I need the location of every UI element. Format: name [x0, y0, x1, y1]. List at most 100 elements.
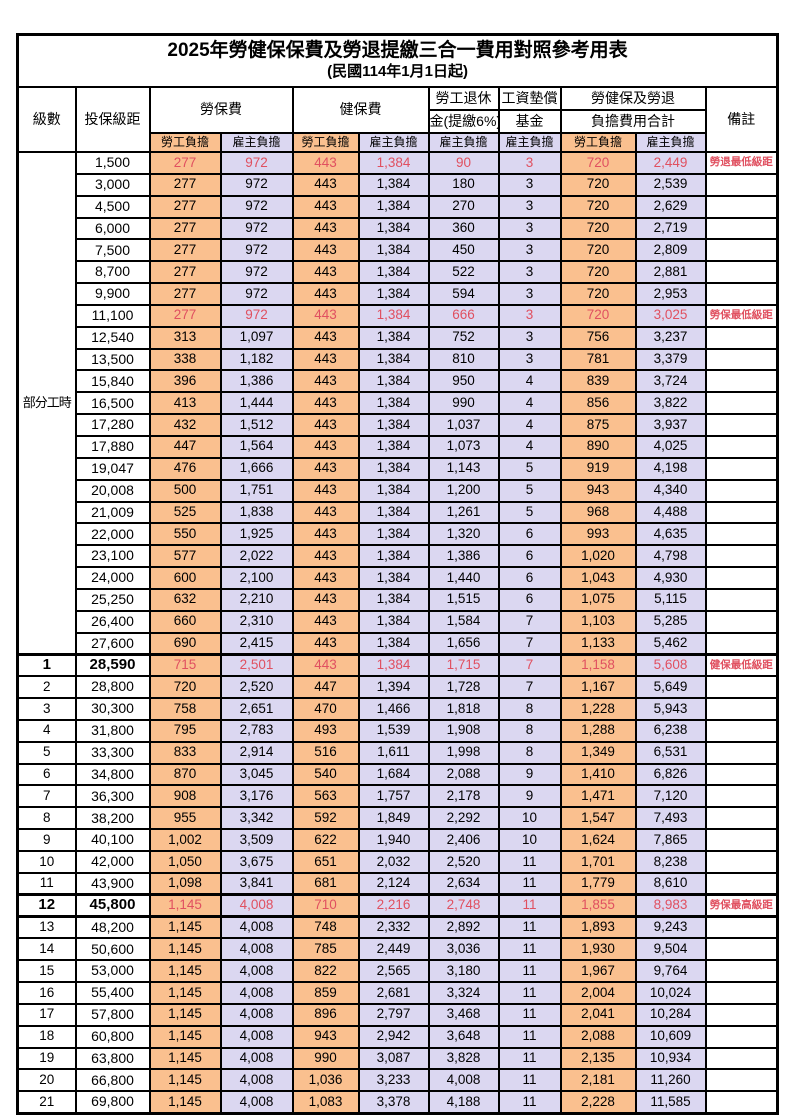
cell-total-employee: 720 [559, 216, 637, 241]
cell-labor-employee: 833 [148, 740, 222, 765]
cell-labor-employer: 972 [219, 172, 294, 197]
header-pension-line2: 金(提繳6%) [427, 109, 500, 134]
cell-labor-employer: 1,751 [219, 478, 294, 503]
subheader-total-employer: 雇主負擔 [634, 132, 707, 153]
cell-health-employee: 896 [291, 1002, 360, 1027]
cell-bracket: 15,840 [74, 369, 151, 394]
cell-remark [704, 194, 779, 219]
cell-labor-employer: 4,008 [219, 937, 294, 962]
cell-labor-employee: 795 [148, 718, 222, 743]
cell-total-employee: 1,701 [559, 850, 637, 874]
cell-labor-employee: 396 [148, 369, 222, 394]
cell-total-employee: 720 [559, 172, 637, 197]
cell-level: 10 [16, 850, 77, 874]
cell-labor-employer: 4,008 [219, 1024, 294, 1049]
cell-total-employee: 2,135 [559, 1046, 637, 1071]
cell-health-employee: 443 [291, 172, 360, 197]
cell-labor-employer: 2,022 [219, 544, 294, 569]
table-row: 13,500 338 1,182 443 1,384 810 3 781 3,379 [18, 347, 779, 372]
cell-bracket: 3,000 [74, 172, 151, 197]
header-pension-line1: 勞工退休 [427, 86, 500, 111]
cell-health-employee: 592 [291, 806, 360, 831]
table-row: 3,000 277 972 443 1,384 180 3 720 2,539 [18, 172, 779, 197]
cell-total-employee: 1,624 [559, 828, 637, 852]
cell-remark: 勞保最低級距 [704, 303, 779, 328]
cell-labor-employer: 4,008 [219, 1046, 294, 1071]
cell-health-employer: 1,384 [357, 325, 430, 350]
cell-labor-employee: 600 [148, 566, 222, 590]
cell-labor-employer: 1,512 [219, 413, 294, 437]
cell-remark [704, 172, 779, 197]
cell-total-employer: 3,379 [634, 347, 707, 372]
table-row: 17,880 447 1,564 443 1,384 1,073 4 890 4,025 [18, 434, 779, 459]
table-row: 16 55,400 1,145 4,008 859 2,681 3,324 11 2,004 10… [16, 981, 779, 1005]
cell-bracket: 30,300 [74, 697, 151, 721]
cell-pension-employer: 594 [427, 282, 500, 306]
table-row: 9,900 277 972 443 1,384 594 3 720 2,953 [18, 282, 779, 306]
table-row: 19,047 476 1,666 443 1,384 1,143 5 919 4,198 [18, 456, 779, 481]
cell-bracket: 63,800 [74, 1046, 151, 1071]
cell-total-employee: 2,004 [559, 981, 637, 1005]
table-row: 8,700 277 972 443 1,384 522 3 720 2,881 [18, 260, 779, 285]
cell-total-employee: 890 [559, 434, 637, 459]
cell-pension-employer: 1,728 [427, 675, 500, 700]
cell-remark [704, 1046, 779, 1071]
cell-remark [704, 915, 779, 940]
cell-bracket: 33,300 [74, 740, 151, 765]
cell-remark [704, 369, 779, 394]
cell-bracket: 31,800 [74, 718, 151, 743]
cell-remark [704, 566, 779, 590]
cell-total-employer: 2,953 [634, 282, 707, 306]
cell-wage-fund-employer: 3 [497, 260, 562, 285]
subheader-labor-employee: 勞工負擔 [148, 132, 222, 153]
cell-pension-employer: 1,656 [427, 631, 500, 656]
header-wage-fund-line2: 基金 [497, 109, 562, 134]
cell-bracket: 55,400 [74, 981, 151, 1005]
cell-pension-employer: 1,908 [427, 718, 500, 743]
cell-remark [704, 478, 779, 503]
table-row: 22,000 550 1,925 443 1,384 1,320 6 993 4,635 [18, 522, 779, 547]
cell-health-employer: 1,384 [357, 587, 430, 612]
cell-health-employer: 3,378 [357, 1090, 430, 1115]
cell-total-employee: 1,158 [559, 652, 637, 678]
cell-pension-employer: 990 [427, 391, 500, 416]
cell-bracket: 7,500 [74, 238, 151, 263]
table-row: 27,600 690 2,415 443 1,384 1,656 7 1,133 5,462 [18, 631, 779, 656]
cell-remark: 勞退最低級距 [704, 151, 779, 175]
cell-labor-employee: 1,145 [148, 959, 222, 984]
cell-wage-fund-employer: 11 [497, 915, 562, 940]
cell-pension-employer: 4,188 [427, 1090, 500, 1115]
cell-total-employer: 5,462 [634, 631, 707, 656]
cell-remark [704, 740, 779, 765]
cell-health-employer: 3,233 [357, 1068, 430, 1093]
cell-labor-employer: 4,008 [219, 915, 294, 940]
table-row: 12,540 313 1,097 443 1,384 752 3 756 3,237 [18, 325, 779, 350]
table-title-cell: 2025年勞健保保費及勞退提繳三合一費用對照參考用表 (民國114年1月1日起) [16, 33, 779, 88]
cell-health-employer: 1,611 [357, 740, 430, 765]
cell-health-employee: 443 [291, 652, 360, 678]
cell-total-employee: 875 [559, 413, 637, 437]
cell-health-employer: 1,684 [357, 762, 430, 787]
header-row-2: 金(提繳6%) 基金 負擔費用合計 [18, 109, 778, 134]
cell-health-employee: 443 [291, 282, 360, 306]
cell-health-employer: 1,384 [357, 434, 430, 459]
cell-total-employer: 6,238 [634, 718, 707, 743]
cell-total-employee: 720 [559, 194, 637, 219]
cell-health-employee: 493 [291, 718, 360, 743]
table-row: 8 38,200 955 3,342 592 1,849 2,292 10 1,547 7,493 [16, 806, 779, 831]
page-title: 2025年勞健保保費及勞退提繳三合一費用對照參考用表 [167, 40, 628, 62]
header-health-fee: 健保費 [291, 86, 430, 134]
cell-total-employee: 1,779 [559, 871, 637, 896]
cell-health-employer: 1,384 [357, 652, 430, 678]
cell-wage-fund-employer: 7 [497, 609, 562, 634]
cell-remark [704, 981, 779, 1005]
header-wage-fund-line1: 工資墊償 [497, 86, 562, 111]
cell-labor-employee: 1,050 [148, 850, 222, 874]
table-row: 6 34,800 870 3,045 540 1,684 2,088 9 1,410 6,826 [16, 762, 779, 787]
cell-pension-employer: 90 [427, 151, 500, 175]
cell-wage-fund-employer: 9 [497, 762, 562, 787]
cell-labor-employer: 2,914 [219, 740, 294, 765]
cell-labor-employer: 972 [219, 303, 294, 328]
cell-wage-fund-employer: 5 [497, 456, 562, 481]
cell-pension-employer: 3,036 [427, 937, 500, 962]
